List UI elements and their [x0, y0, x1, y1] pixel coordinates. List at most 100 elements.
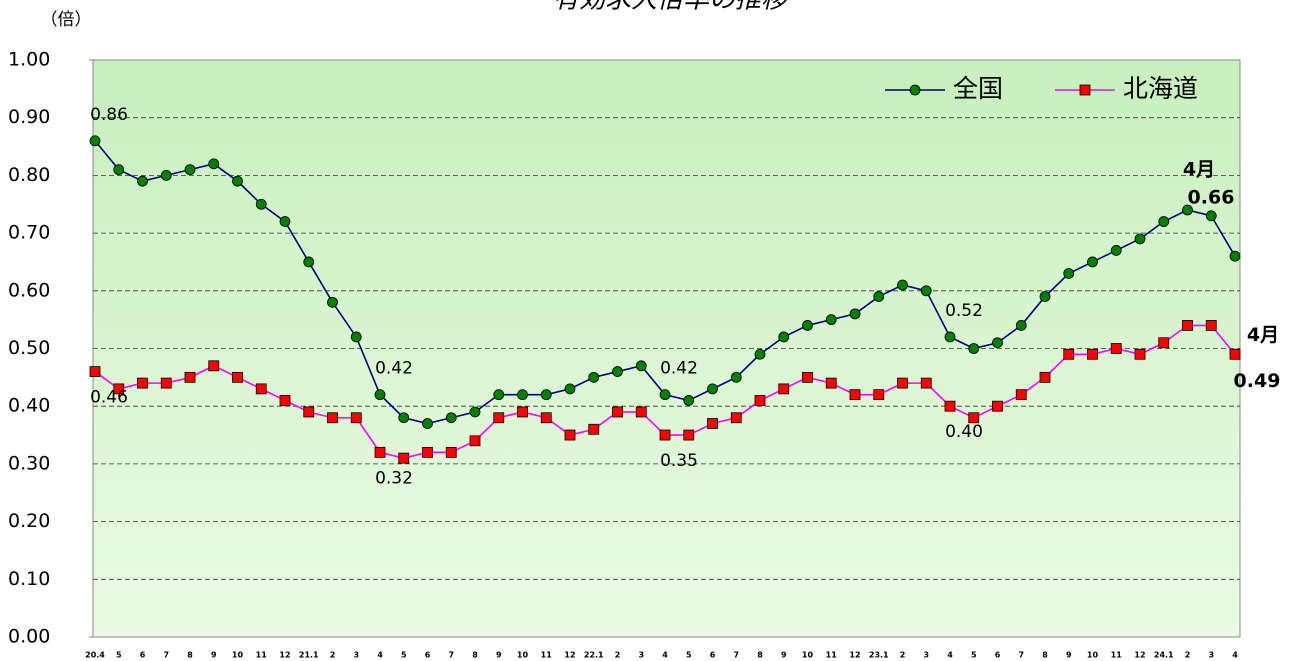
x-tick-label: 7	[163, 651, 169, 660]
chart-title: 有効求人倍率の推移	[553, 0, 790, 15]
x-tick-label: 5	[116, 651, 122, 660]
x-tick-label: 6	[140, 651, 146, 660]
data-point	[469, 406, 481, 418]
data-point	[1015, 389, 1027, 401]
data-point	[422, 446, 433, 458]
x-tick-label: 7	[1018, 651, 1024, 660]
data-point	[398, 452, 410, 464]
y-axis-label: （倍）	[41, 10, 92, 30]
data-point	[612, 406, 623, 418]
x-tick-label: 12	[564, 651, 575, 660]
data-point	[445, 412, 457, 424]
x-tick-label: 2	[615, 651, 621, 660]
x-tick-label: 3	[923, 651, 929, 660]
data-point	[184, 164, 196, 176]
data-point	[778, 331, 790, 343]
data-point	[825, 314, 837, 326]
data-point	[1182, 204, 1193, 216]
legend-label: 北海道	[1123, 74, 1198, 103]
data-point	[1229, 348, 1241, 360]
annotation: 4月	[1183, 159, 1215, 181]
legend-label: 全国	[953, 74, 1003, 103]
data-point	[873, 291, 885, 302]
data-point	[683, 395, 695, 406]
data-point	[992, 337, 1003, 349]
x-tick-label: 20.4	[85, 651, 105, 660]
data-point	[540, 412, 552, 424]
data-point	[1229, 250, 1241, 262]
y-tick-label: 0.40	[8, 395, 50, 417]
data-point	[398, 412, 410, 424]
data-point	[1134, 348, 1146, 360]
data-point	[778, 383, 790, 395]
x-tick-label: 5	[971, 651, 977, 660]
data-point	[659, 429, 671, 441]
data-point	[113, 383, 125, 395]
data-point	[754, 395, 766, 406]
data-point	[920, 377, 932, 389]
x-tick-label: 3	[1208, 651, 1214, 660]
data-point	[659, 389, 671, 401]
data-point	[350, 412, 362, 424]
y-tick-label: 0.70	[8, 222, 50, 244]
x-tick-label: 9	[496, 651, 502, 660]
data-point	[564, 383, 576, 395]
x-tick-label: 8	[757, 651, 763, 660]
data-point	[89, 366, 101, 377]
data-point	[422, 418, 433, 429]
data-point	[1205, 210, 1217, 222]
x-tick-label: 6	[425, 651, 431, 660]
x-tick-label: 4	[947, 651, 953, 660]
data-point	[825, 377, 837, 389]
data-point	[1015, 320, 1027, 331]
value-label: 0.46	[90, 388, 128, 408]
x-tick-label: 9	[1066, 651, 1072, 660]
x-tick-label: 6	[710, 651, 716, 660]
data-point	[279, 216, 291, 227]
data-point	[184, 371, 196, 383]
data-point	[517, 389, 528, 401]
data-point	[897, 279, 908, 291]
x-tick-label: 3	[353, 651, 359, 660]
data-point	[612, 366, 623, 377]
x-tick-label: 11	[541, 651, 553, 660]
x-tick-label: 10	[1087, 651, 1099, 660]
data-point	[1134, 233, 1146, 245]
data-point	[1158, 337, 1170, 349]
data-point	[279, 395, 291, 406]
data-point	[992, 400, 1003, 412]
data-point	[849, 308, 861, 320]
legend-marker	[1079, 84, 1091, 96]
y-tick-label: 0.90	[8, 106, 50, 128]
data-point	[635, 406, 647, 418]
x-tick-label: 10	[232, 651, 244, 660]
data-point	[873, 389, 885, 401]
y-tick-label: 0.80	[8, 164, 50, 186]
data-point	[493, 412, 505, 424]
data-point	[588, 371, 600, 383]
data-point	[208, 158, 220, 170]
data-point	[445, 446, 457, 458]
data-point	[707, 383, 718, 395]
x-tick-label: 3	[638, 651, 644, 660]
data-point	[564, 429, 576, 441]
data-point	[968, 343, 980, 354]
x-tick-label: 9	[781, 651, 787, 660]
x-tick-label: 5	[686, 651, 692, 660]
y-tick-label: 0.00	[8, 626, 50, 648]
data-point	[802, 320, 813, 331]
data-point	[1110, 343, 1122, 354]
data-point	[635, 360, 647, 372]
data-point	[493, 389, 505, 401]
data-point	[255, 198, 267, 210]
x-tick-label: 6	[995, 651, 1001, 660]
x-tick-label: 22.1	[584, 651, 604, 660]
data-point	[1205, 320, 1217, 331]
data-point	[327, 412, 338, 424]
value-label: 0.40	[945, 422, 983, 442]
x-tick-label: 7	[733, 651, 739, 660]
data-point	[920, 285, 932, 297]
data-point	[683, 429, 695, 441]
data-point	[754, 348, 766, 360]
